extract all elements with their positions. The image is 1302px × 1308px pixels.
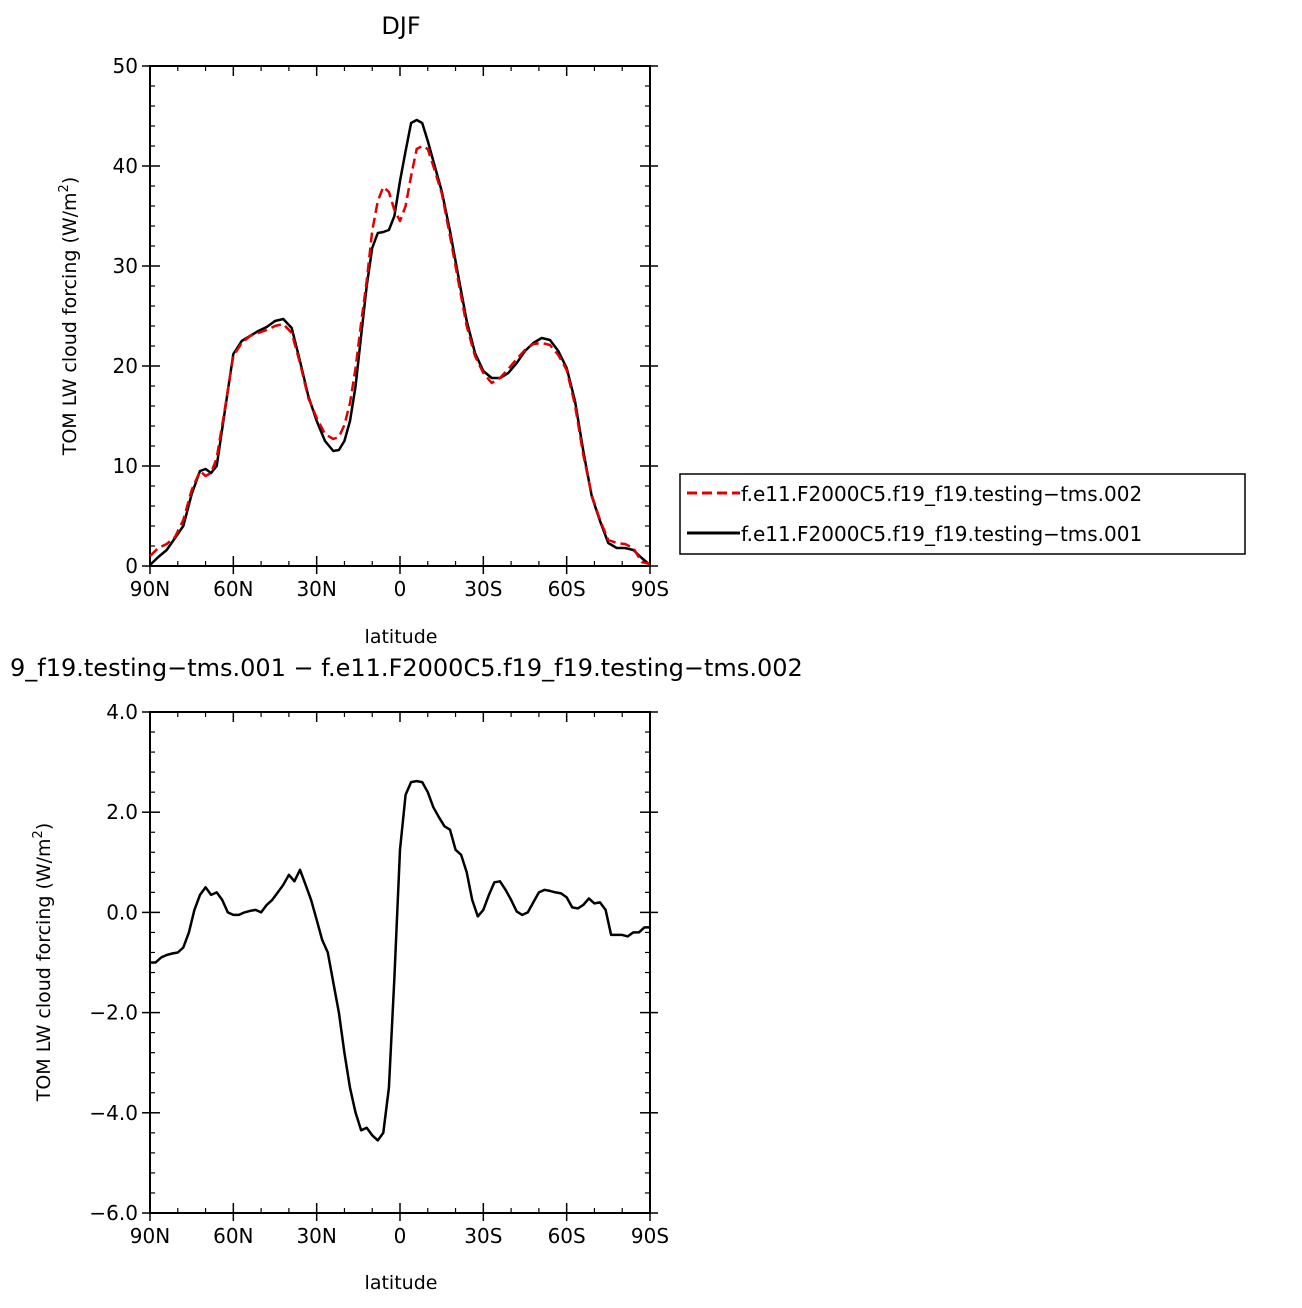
top-y-axis-label-sup: 2	[57, 184, 72, 192]
bottom-title: 9_f19.testing−tms.001 − f.e11.F2000C5.f1…	[10, 654, 803, 682]
legend-box	[679, 473, 1246, 555]
top-y-tick-labels: 0 10 20 30 40 50	[113, 54, 138, 578]
top-y-tick-label: 10	[113, 454, 138, 478]
top-series-lines	[149, 118, 651, 566]
bottom-x-tick-label: 0	[394, 1224, 407, 1248]
top-y-axis-label-end: )	[59, 177, 81, 184]
bottom-y-tick-label: 2.0	[106, 800, 138, 824]
top-y-tick-label: 50	[113, 54, 138, 78]
top-x-tick-label: 90S	[631, 577, 669, 601]
bottom-y-tick-labels: −6.0 −4.0 −2.0 0.0 2.0 4.0	[89, 700, 138, 1225]
bottom-x-axis-label: latitude	[365, 1272, 438, 1294]
top-y-axis-label-main: TOM LW cloud forcing (W/m	[59, 192, 81, 456]
bottom-y-tick-label: −6.0	[89, 1201, 138, 1225]
legend-label-series-2: f.e11.F2000C5.f19_f19.testing−tms.001	[741, 522, 1142, 546]
bottom-x-tick-label: 30S	[464, 1224, 502, 1248]
top-y-tick-label: 30	[113, 254, 138, 278]
top-x-tick-label: 30S	[464, 577, 502, 601]
legend: f.e11.F2000C5.f19_f19.testing−tms.002 f.…	[679, 473, 1246, 555]
bottom-plot-frame	[149, 711, 651, 1214]
bottom-x-tick-label: 90N	[130, 1224, 170, 1248]
top-y-tick-label: 40	[113, 154, 138, 178]
bottom-y-tick-label: 4.0	[106, 700, 138, 724]
bottom-y-tick-label: −4.0	[89, 1101, 138, 1125]
bottom-x-tick-label: 30N	[296, 1224, 336, 1248]
top-x-tick-label: 30N	[296, 577, 336, 601]
bottom-y-axis-label-sup: 2	[31, 830, 46, 838]
top-x-tick-label: 60N	[213, 577, 253, 601]
legend-label-series-1: f.e11.F2000C5.f19_f19.testing−tms.002	[741, 482, 1142, 506]
top-panel: DJF 90N 60N 30N 0 30S 60S 90S 0 10 20 30 40 50 lati…	[57, 12, 1246, 648]
bottom-y-tick-label: 0.0	[106, 900, 138, 924]
top-y-axis-label: TOM LW cloud forcing (W/m2)	[57, 177, 81, 457]
bottom-series-line-1	[150, 779, 650, 1142]
bottom-panel: 9_f19.testing−tms.001 − f.e11.F2000C5.f1…	[10, 654, 803, 1294]
bottom-x-tick-label: 60S	[548, 1224, 586, 1248]
top-tick-marks	[142, 65, 658, 574]
top-y-tick-label: 0	[125, 554, 138, 578]
top-x-tick-label: 60S	[548, 577, 586, 601]
top-plot-frame	[149, 65, 651, 567]
bottom-series-lines	[150, 779, 650, 1142]
top-x-tick-label: 90N	[130, 577, 170, 601]
bottom-y-axis-label: TOM LW cloud forcing (W/m2)	[31, 823, 55, 1103]
top-title: DJF	[381, 12, 420, 40]
bottom-tick-marks	[142, 711, 658, 1221]
bottom-y-tick-label: −2.0	[89, 1001, 138, 1025]
bottom-x-tick-label: 60N	[213, 1224, 253, 1248]
bottom-x-tick-label: 90S	[631, 1224, 669, 1248]
top-y-tick-label: 20	[113, 354, 138, 378]
bottom-y-axis-label-end: )	[33, 823, 55, 830]
top-series-line-2	[149, 118, 651, 566]
bottom-x-tick-labels: 90N 60N 30N 0 30S 60S 90S	[130, 1224, 669, 1248]
top-x-tick-labels: 90N 60N 30N 0 30S 60S 90S	[130, 577, 669, 601]
top-x-axis-label: latitude	[365, 626, 438, 648]
bottom-y-axis-label-main: TOM LW cloud forcing (W/m	[33, 838, 55, 1102]
top-series-line-1	[149, 144, 651, 566]
top-x-tick-label: 0	[394, 577, 407, 601]
